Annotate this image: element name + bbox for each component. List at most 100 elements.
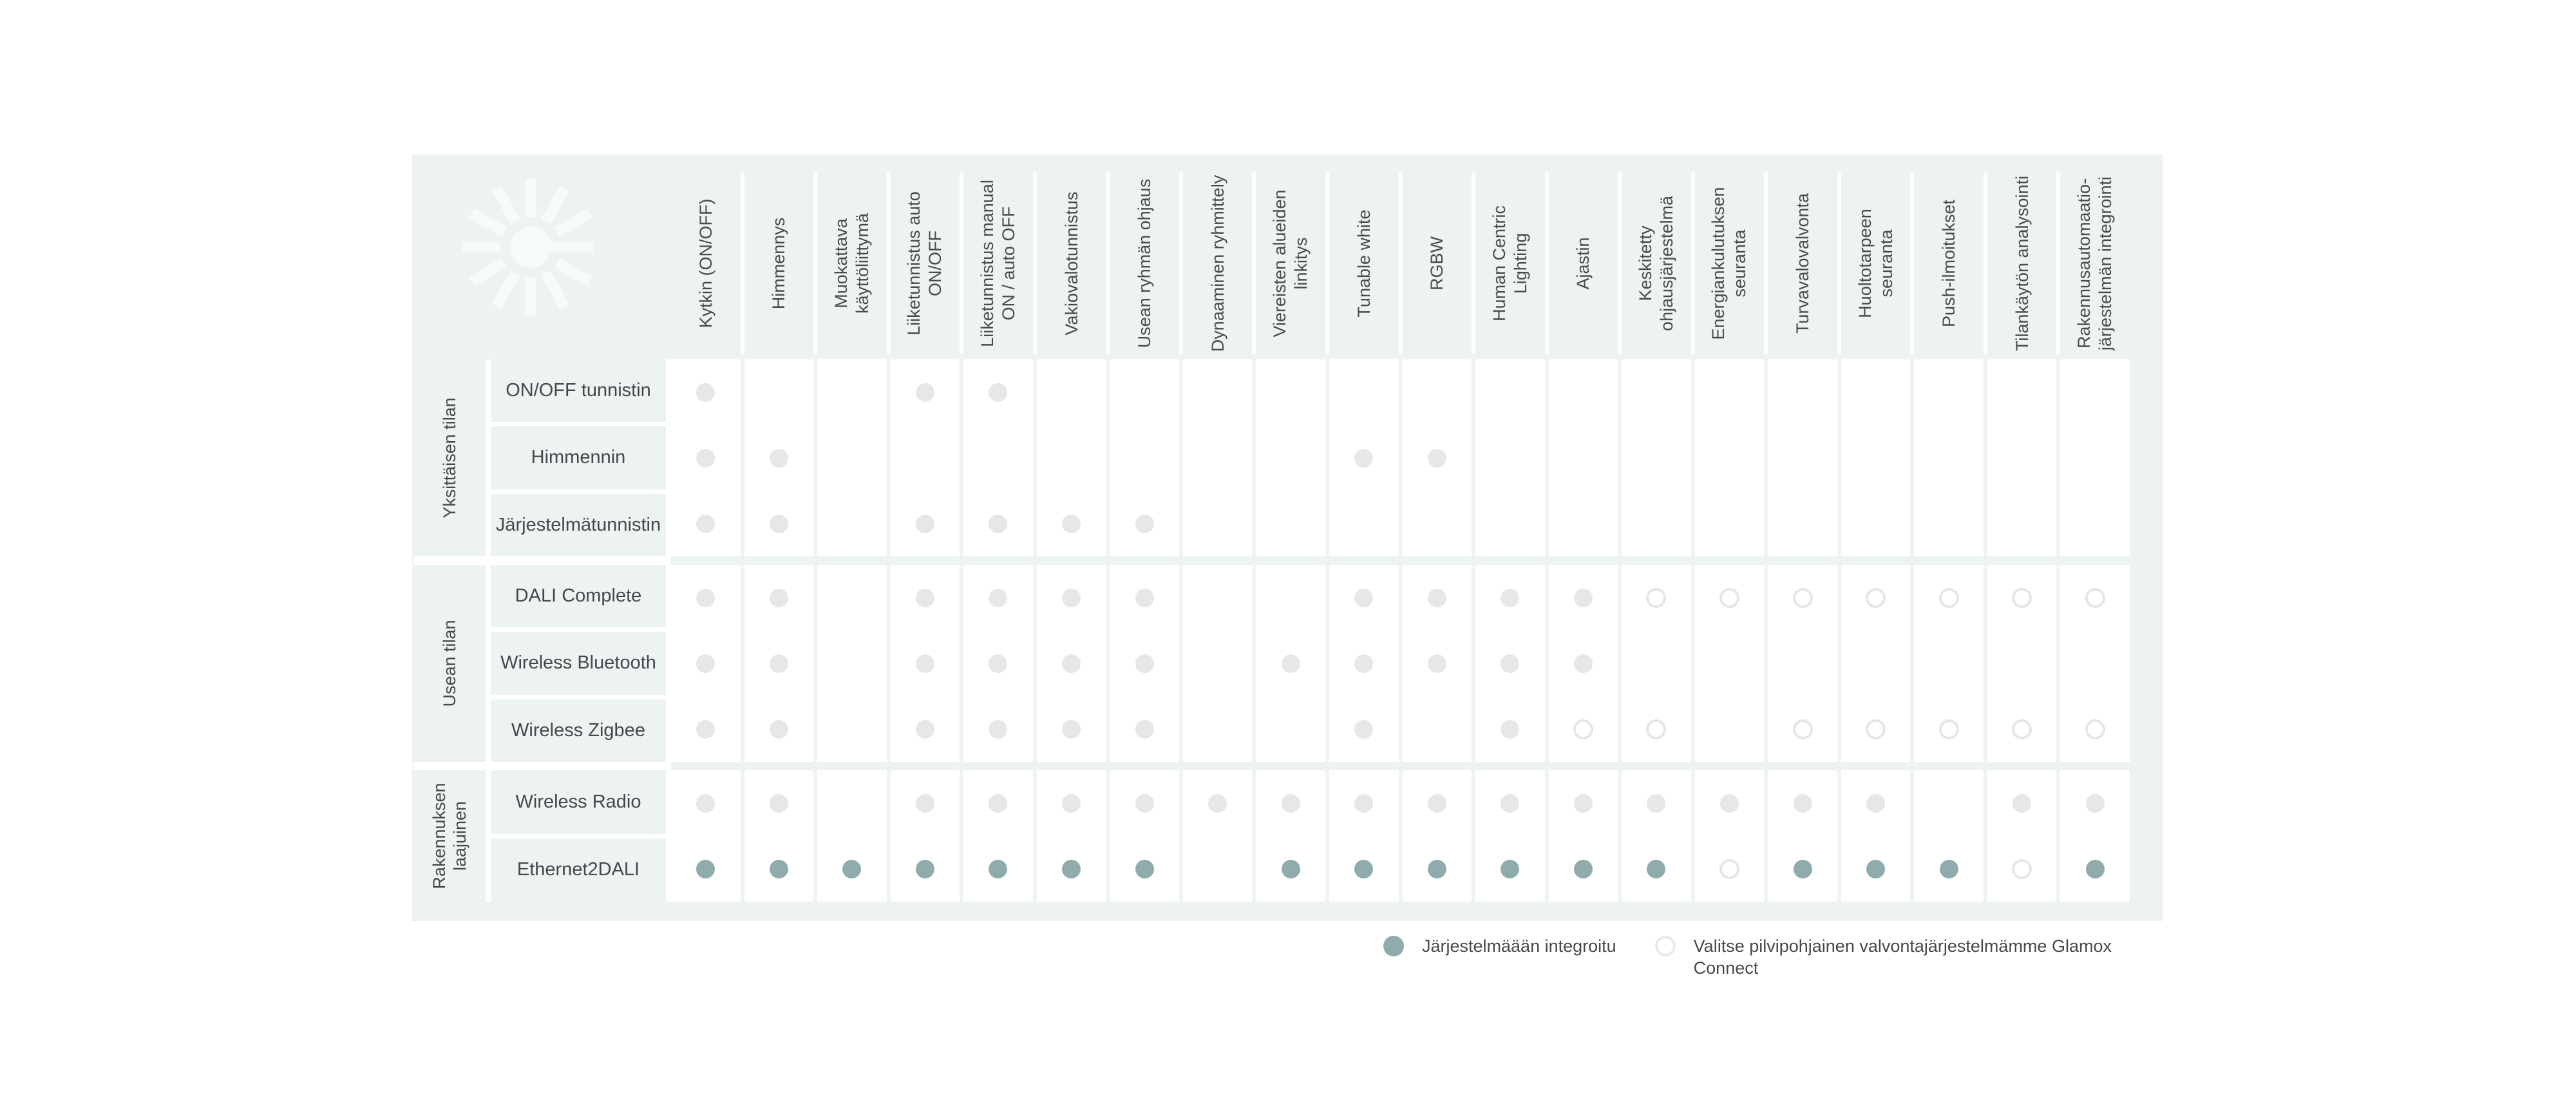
matrix-cell (744, 631, 814, 696)
matrix-cell (2060, 696, 2130, 762)
dot-gray-icon (1501, 793, 1520, 813)
matrix-cell (1548, 425, 1618, 491)
matrix-cell (1329, 425, 1399, 491)
dot-gray-icon (1135, 514, 1154, 533)
dot-open-icon (2012, 858, 2032, 879)
dot-gray-icon (1062, 514, 1081, 533)
matrix-cell (1841, 491, 1911, 556)
dot-teal-icon (1354, 859, 1374, 878)
dot-open-icon (1938, 587, 1959, 608)
matrix-cell (1694, 359, 1765, 425)
legend-item: Järjestelmäään integroitu (1383, 935, 1616, 979)
matrix-cell (1256, 491, 1325, 556)
column-header-label: Keskitetty ohjausjärjestelmä (1635, 195, 1676, 332)
dot-gray-icon (1135, 719, 1154, 739)
dot-teal-icon (1062, 859, 1081, 878)
matrix-cell (1841, 696, 1911, 762)
matrix-cell (890, 631, 960, 696)
matrix-cell (1768, 631, 1837, 696)
row-group: Rakennuksen laajuinen Wireless Radio Ethe… (413, 770, 666, 902)
matrix-cell (744, 836, 814, 902)
matrix-cell (1548, 836, 1618, 902)
dot-open-icon (1719, 858, 1739, 879)
matrix-cell (1475, 696, 1545, 762)
matrix-cell (1402, 696, 1472, 762)
dot-teal-icon (1573, 859, 1593, 878)
column-header-cell: Liiketunnistus manual ON / auto OFF (963, 173, 1033, 354)
dot-gray-icon (915, 383, 934, 402)
legend-dot-icon (1383, 936, 1404, 956)
row-group-label-cell: Rakennuksen laajuinen (413, 770, 486, 902)
matrix-cell (1475, 359, 1545, 425)
matrix-cell (1914, 770, 1984, 836)
column-header-cell: Turvavalovalvonta (1768, 173, 1837, 354)
dot-gray-icon (2012, 793, 2032, 813)
matrix-cell (817, 696, 887, 762)
matrix-cell (890, 359, 960, 425)
column-header-cell: RGBW (1402, 173, 1472, 354)
matrix-cell (1987, 359, 2057, 425)
row-group: Yksittäisen tilan ON/OFF tunnistin Himmen… (413, 359, 666, 556)
matrix-cell (1475, 565, 1545, 631)
dot-gray-icon (769, 514, 788, 533)
column-header-label: Turvavalovalvonta (1792, 193, 1812, 334)
dot-gray-icon (915, 793, 934, 813)
column-header-label: Human Centric Lighting (1489, 205, 1530, 322)
matrix-cell (744, 770, 814, 836)
column-header-label: Usean ryhmän ohjaus (1134, 178, 1154, 348)
matrix-cell (817, 425, 887, 491)
dot-teal-icon (1427, 859, 1446, 878)
column-header-label: Energiankulutuksen seuranta (1709, 187, 1750, 340)
matrix-cell (1402, 359, 1472, 425)
matrix-cell (817, 491, 887, 556)
dot-gray-icon (696, 448, 715, 468)
column-header-label: Himmennys (768, 217, 788, 310)
dot-gray-icon (1354, 588, 1374, 607)
matrix-cell (1256, 425, 1325, 491)
dot-gray-icon (1501, 719, 1520, 739)
matrix-cell (1694, 836, 1765, 902)
matrix-cell (1182, 836, 1253, 902)
matrix-cell (1110, 836, 1179, 902)
matrix-cell (1329, 359, 1399, 425)
column-header-cell: Liiketunnistus auto ON/OFF (890, 173, 960, 354)
dot-open-icon (1792, 587, 1813, 608)
legend-item: Valitse pilvipohjainen valvontajärjestel… (1654, 935, 2145, 979)
glamox-starburst-logo-icon (462, 179, 594, 316)
matrix-cell (1987, 836, 2057, 902)
matrix-cell (1622, 631, 1691, 696)
dot-gray-icon (696, 383, 715, 402)
dot-gray-icon (1501, 654, 1520, 673)
dot-gray-icon (989, 588, 1008, 607)
dot-teal-icon (842, 859, 862, 878)
dot-gray-icon (1647, 793, 1666, 813)
matrix-cell (1256, 359, 1325, 425)
table-row (671, 425, 2130, 491)
matrix-cell (817, 770, 887, 836)
dot-open-icon (1938, 719, 1959, 739)
dot-gray-icon (989, 719, 1008, 739)
dot-open-icon (2085, 719, 2105, 739)
matrix-cell (1110, 770, 1179, 836)
matrix-cell (2060, 425, 2130, 491)
matrix-cell (963, 565, 1033, 631)
matrix-cell (1036, 491, 1106, 556)
matrix-group (671, 770, 2130, 902)
table-row (671, 770, 2130, 836)
matrix-cell (1841, 836, 1911, 902)
matrix-cell (1329, 631, 1399, 696)
column-header-label: Huoltotarpeen seuranta (1855, 209, 1896, 318)
matrix-cell (744, 425, 814, 491)
matrix-cell (1694, 770, 1765, 836)
dot-gray-icon (1281, 654, 1300, 673)
dot-teal-icon (1939, 859, 1958, 878)
dot-teal-icon (1135, 859, 1154, 878)
matrix-cell (1329, 836, 1399, 902)
dot-teal-icon (915, 859, 934, 878)
dot-teal-icon (1501, 859, 1520, 878)
dot-gray-icon (1719, 793, 1739, 813)
column-header-cell: Usean ryhmän ohjaus (1110, 173, 1179, 354)
row-label-cells: DALI Complete Wireless Bluetooth Wireless … (491, 565, 666, 762)
table-row (671, 631, 2130, 696)
dot-gray-icon (1573, 793, 1593, 813)
